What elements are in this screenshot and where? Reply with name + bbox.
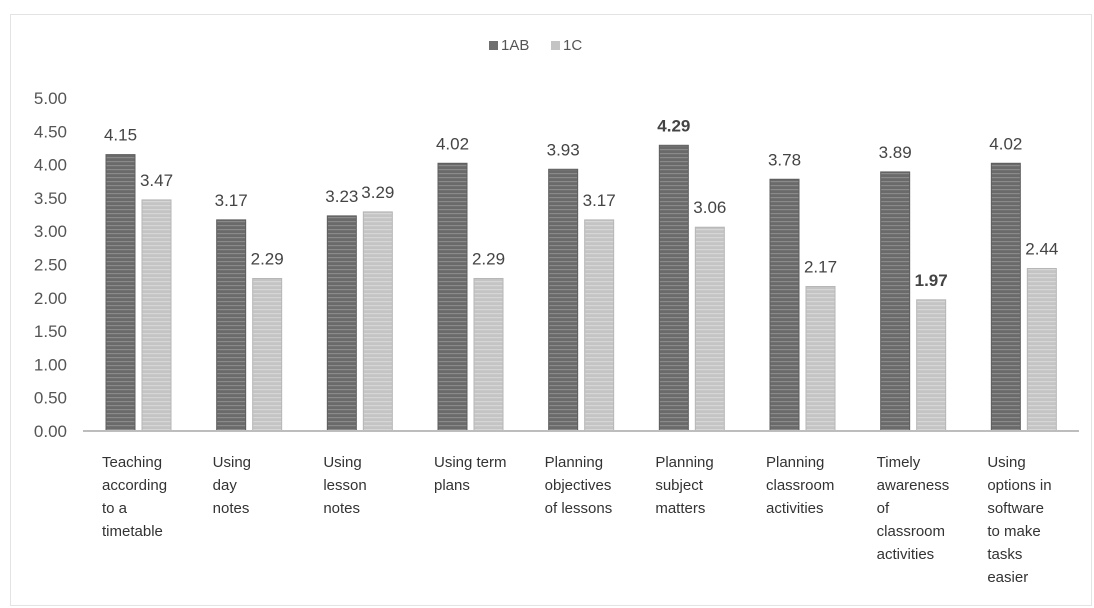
bar-1c (252, 277, 283, 432)
data-label: 3.89 (879, 143, 912, 162)
data-label: 3.29 (361, 183, 394, 202)
bar-1c (584, 219, 615, 432)
legend-label-1c: 1C (563, 37, 582, 54)
data-label: 3.78 (768, 150, 801, 169)
bar-chart: 1AB 1C 0.00 0.50 1.00 1.50 2.00 2.50 3.00 3.50 4.… (34, 37, 1079, 586)
legend-swatch-1c (551, 41, 560, 50)
y-tick-label: 0.50 (34, 389, 67, 408)
legend-swatch-1ab (489, 41, 498, 50)
bar-1c (473, 277, 504, 432)
bar-1c (141, 199, 172, 432)
y-tick-label: 1.50 (34, 322, 67, 341)
y-tick-label: 0.00 (34, 422, 67, 441)
bar-1ab (216, 219, 247, 432)
category-label: Timely awareness of classroom activities (877, 454, 950, 563)
chart-frame: 1AB 1C 0.00 0.50 1.00 1.50 2.00 2.50 3.00 3.50 4.… (10, 14, 1092, 606)
legend-label-1ab: 1AB (501, 37, 529, 54)
bar-1ab (105, 154, 136, 432)
y-tick-label: 4.50 (34, 122, 67, 141)
category-label: Using lesson notes (323, 454, 366, 517)
bar-1ab (658, 144, 689, 432)
y-tick-label: 2.50 (34, 256, 67, 275)
bar-1ab (326, 215, 357, 432)
category-label: Using day notes (213, 454, 251, 517)
data-label: 3.06 (693, 198, 726, 217)
bar-1ab (437, 162, 468, 432)
bar-1c (805, 285, 836, 432)
category-label: Planning subject matters (655, 454, 713, 517)
data-label: 3.23 (325, 187, 358, 206)
bar-1ab (769, 178, 800, 432)
y-axis: 0.00 0.50 1.00 1.50 2.00 2.50 3.00 3.50 4.00 4.50… (34, 89, 67, 441)
y-tick-label: 1.00 (34, 355, 67, 374)
data-label: 3.93 (547, 140, 580, 159)
data-label: 2.29 (472, 249, 505, 268)
data-label: 3.17 (583, 191, 616, 210)
category-label: Using options in software to make tasks easie… (987, 454, 1051, 586)
legend: 1AB 1C (489, 37, 582, 54)
category-label: Using term plans (434, 454, 507, 494)
bar-1c (694, 226, 725, 432)
y-tick-label: 5.00 (34, 89, 67, 108)
data-label: 4.02 (436, 134, 469, 153)
category-label: Planning classroom activities (766, 454, 834, 517)
bar-1ab (880, 171, 911, 432)
y-tick-label: 2.00 (34, 289, 67, 308)
y-tick-label: 3.00 (34, 222, 67, 241)
y-tick-label: 3.50 (34, 189, 67, 208)
data-label: 2.44 (1025, 239, 1058, 258)
data-label: 1.97 (915, 271, 948, 290)
data-label: 4.02 (989, 134, 1022, 153)
data-label: 4.15 (104, 126, 137, 145)
data-label: 3.47 (140, 171, 173, 190)
bar-1ab (990, 162, 1021, 432)
y-tick-label: 4.00 (34, 156, 67, 175)
x-axis: Teaching according to a timetable Using day no… (83, 430, 1079, 586)
category-label: Teaching according to a timetable (102, 454, 167, 540)
data-label: 2.17 (804, 257, 837, 276)
bar-1c (362, 211, 393, 432)
category-label: Planning objectives of lessons (545, 454, 613, 517)
data-label: 2.29 (251, 249, 284, 268)
bar-1c (1026, 267, 1057, 432)
bar-1ab (548, 168, 579, 432)
data-label: 4.29 (657, 116, 690, 135)
bar-1c (916, 299, 947, 432)
data-label: 3.17 (215, 191, 248, 210)
bars: 4.15 3.47 3.17 2.29 3.23 3.29 4.02 2.29 3.93 3.17… (104, 116, 1058, 432)
